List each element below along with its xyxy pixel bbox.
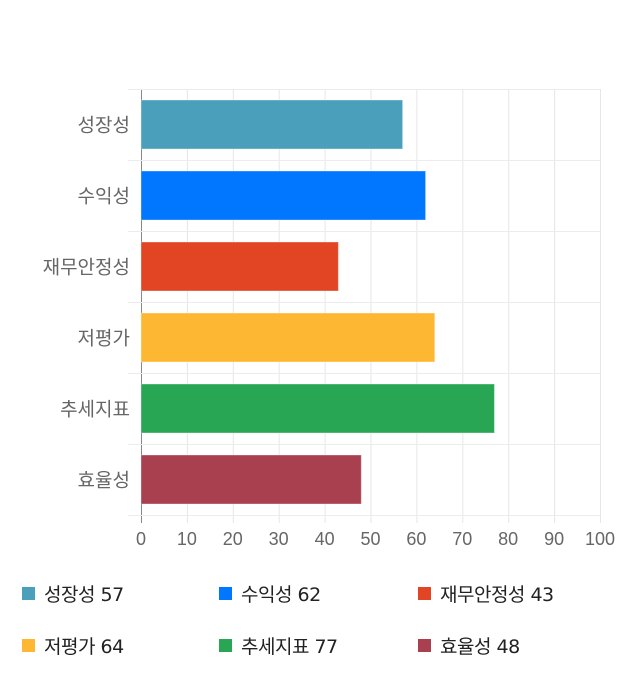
legend-item[interactable]: 성장성 57 bbox=[22, 580, 124, 607]
bar-chart: 0 10 20 30 40 50 60 70 80 90 100 성장성수익성재무안정성저평가추세지표… bbox=[43, 89, 615, 549]
legend-label: 저평가 64 bbox=[44, 636, 124, 658]
bar bbox=[140, 241, 339, 292]
x-tick-label: 10 bbox=[177, 529, 197, 549]
legend-swatch bbox=[22, 587, 35, 600]
legend-swatch bbox=[219, 587, 232, 600]
x-tick-label: 70 bbox=[452, 529, 472, 549]
legend-item[interactable]: 효율성 48 bbox=[418, 632, 520, 659]
legend-label: 수익성 62 bbox=[241, 584, 321, 606]
bar bbox=[140, 383, 495, 434]
y-category-label: 성장성 bbox=[78, 115, 130, 137]
legend-label: 추세지표 77 bbox=[241, 636, 338, 658]
x-tick-label: 80 bbox=[498, 529, 518, 549]
bar bbox=[140, 99, 404, 150]
y-category-label: 추세지표 bbox=[60, 399, 130, 421]
bar bbox=[140, 312, 436, 363]
legend-label: 성장성 57 bbox=[44, 584, 124, 606]
x-tick-label: 0 bbox=[136, 529, 146, 549]
x-tick-label: 50 bbox=[360, 529, 380, 549]
x-tick-label: 30 bbox=[269, 529, 289, 549]
legend-item[interactable]: 수익성 62 bbox=[219, 580, 321, 607]
x-tick-label: 40 bbox=[315, 529, 335, 549]
legend-swatch bbox=[219, 639, 232, 652]
y-category-label: 수익성 bbox=[78, 186, 130, 208]
legend-swatch bbox=[22, 639, 35, 652]
x-tick-label: 90 bbox=[544, 529, 564, 549]
y-category-label: 재무안정성 bbox=[43, 257, 130, 279]
bar bbox=[140, 454, 362, 505]
x-tick-label: 20 bbox=[223, 529, 243, 549]
bar bbox=[140, 170, 427, 221]
legend-label: 재무안정성 43 bbox=[440, 584, 554, 606]
y-category-label: 저평가 bbox=[78, 328, 130, 350]
legend-item[interactable]: 재무안정성 43 bbox=[418, 580, 554, 607]
y-category-label: 효율성 bbox=[78, 470, 130, 492]
legend-item[interactable]: 저평가 64 bbox=[22, 632, 124, 659]
x-tick-label: 60 bbox=[406, 529, 426, 549]
legend-item[interactable]: 추세지표 77 bbox=[219, 632, 338, 659]
legend-swatch bbox=[418, 587, 431, 600]
legend-swatch bbox=[418, 639, 431, 652]
x-tick-label: 100 bbox=[585, 529, 615, 549]
legend-label: 효율성 48 bbox=[440, 636, 520, 658]
